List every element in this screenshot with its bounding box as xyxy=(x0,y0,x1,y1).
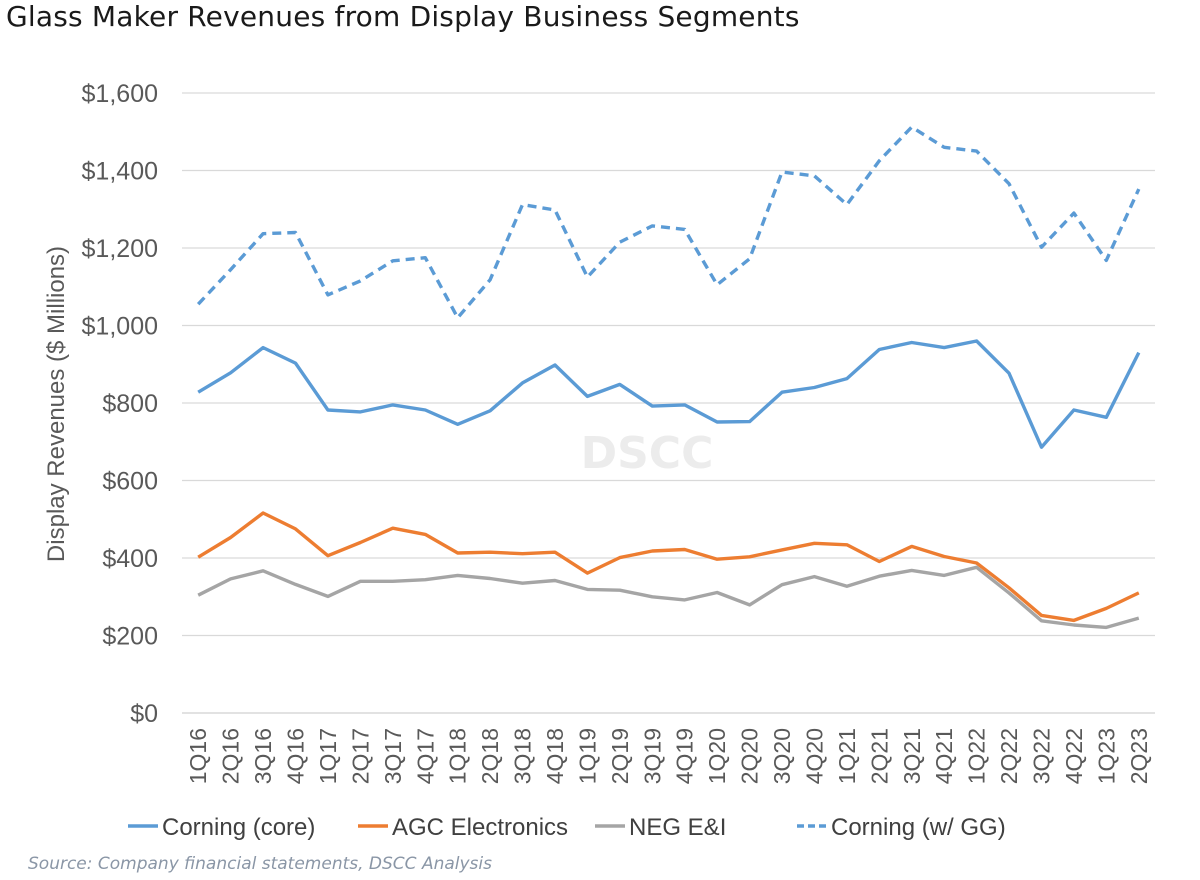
x-tick-label: 4Q19 xyxy=(672,728,698,784)
legend-label: Corning (w/ GG) xyxy=(831,814,1006,841)
y-tick-label: $1,000 xyxy=(82,313,158,341)
y-axis-label: Display Revenues ($ Millions) xyxy=(43,246,70,562)
series-line-corning-core xyxy=(197,339,1141,449)
x-tick-label: 3Q17 xyxy=(380,728,406,784)
legend-label: AGC Electronics xyxy=(392,814,568,841)
series-line-corning-w-gg xyxy=(196,125,1141,320)
x-tick-label: 1Q23 xyxy=(1093,728,1119,784)
x-tick-label: 4Q22 xyxy=(1061,728,1087,784)
x-tick-label: 1Q21 xyxy=(834,728,860,784)
y-tick-label: $800 xyxy=(102,390,158,418)
x-tick-label: 2Q17 xyxy=(347,728,373,784)
chart-title: Glass Maker Revenues from Display Busine… xyxy=(6,0,800,33)
x-tick-label: 3Q19 xyxy=(639,728,665,784)
y-tick-label: $200 xyxy=(102,623,158,651)
x-tick-label: 2Q16 xyxy=(218,728,244,784)
x-tick-label: 2Q19 xyxy=(607,728,633,784)
x-tick-label: 4Q20 xyxy=(801,728,827,784)
x-tick-label: 2Q18 xyxy=(477,728,503,784)
y-tick-label: $0 xyxy=(130,700,158,728)
x-tick-label: 1Q19 xyxy=(574,728,600,784)
series-line-agc-electronics xyxy=(197,511,1140,623)
y-tick-label: $1,400 xyxy=(82,158,158,186)
legend: Corning (core) AGC Electronics NEG E&I Corn… xyxy=(128,814,1006,841)
x-tick-label: 4Q17 xyxy=(412,728,438,784)
x-tick-label: 3Q22 xyxy=(1028,728,1054,784)
x-tick-label: 4Q18 xyxy=(542,728,568,784)
x-tick-label: 4Q21 xyxy=(931,728,957,784)
y-tick-label: $400 xyxy=(102,545,158,573)
legend-label: Corning (core) xyxy=(162,814,315,841)
y-axis-ticks: $0 $200 $400 $600 $800 $1,000 $1,200 $1,400 $1,6… xyxy=(82,80,158,728)
legend-label: NEG E&I xyxy=(629,814,726,841)
series-line-neg-e-i xyxy=(197,565,1140,630)
x-tick-label: 3Q21 xyxy=(899,728,925,784)
x-tick-label: 3Q20 xyxy=(769,728,795,784)
x-tick-label: 2Q21 xyxy=(866,728,892,784)
x-tick-label: 1Q17 xyxy=(315,728,341,784)
x-tick-label: 3Q18 xyxy=(510,728,536,784)
x-axis-ticks: 1Q16 2Q16 3Q16 4Q16 1Q17 2Q17 3Q17 4Q17 1Q18 2Q18… xyxy=(185,728,1152,784)
gridlines xyxy=(182,92,1155,714)
x-tick-label: 2Q22 xyxy=(996,728,1022,784)
y-tick-label: $1,200 xyxy=(82,235,158,263)
x-tick-label: 3Q16 xyxy=(250,728,276,784)
y-tick-label: $600 xyxy=(102,468,158,496)
source-note: Source: Company financial statements, DS… xyxy=(28,854,492,874)
x-tick-label: 1Q16 xyxy=(185,728,211,784)
x-tick-label: 2Q20 xyxy=(737,728,763,784)
x-tick-label: 2Q23 xyxy=(1126,728,1152,784)
watermark: DSCC xyxy=(581,428,714,479)
y-tick-label: $1,600 xyxy=(82,80,158,108)
series-lines xyxy=(196,125,1141,630)
x-tick-label: 1Q18 xyxy=(445,728,471,784)
x-tick-label: 1Q20 xyxy=(704,728,730,784)
x-tick-label: 4Q16 xyxy=(283,728,309,784)
x-tick-label: 1Q22 xyxy=(964,728,990,784)
